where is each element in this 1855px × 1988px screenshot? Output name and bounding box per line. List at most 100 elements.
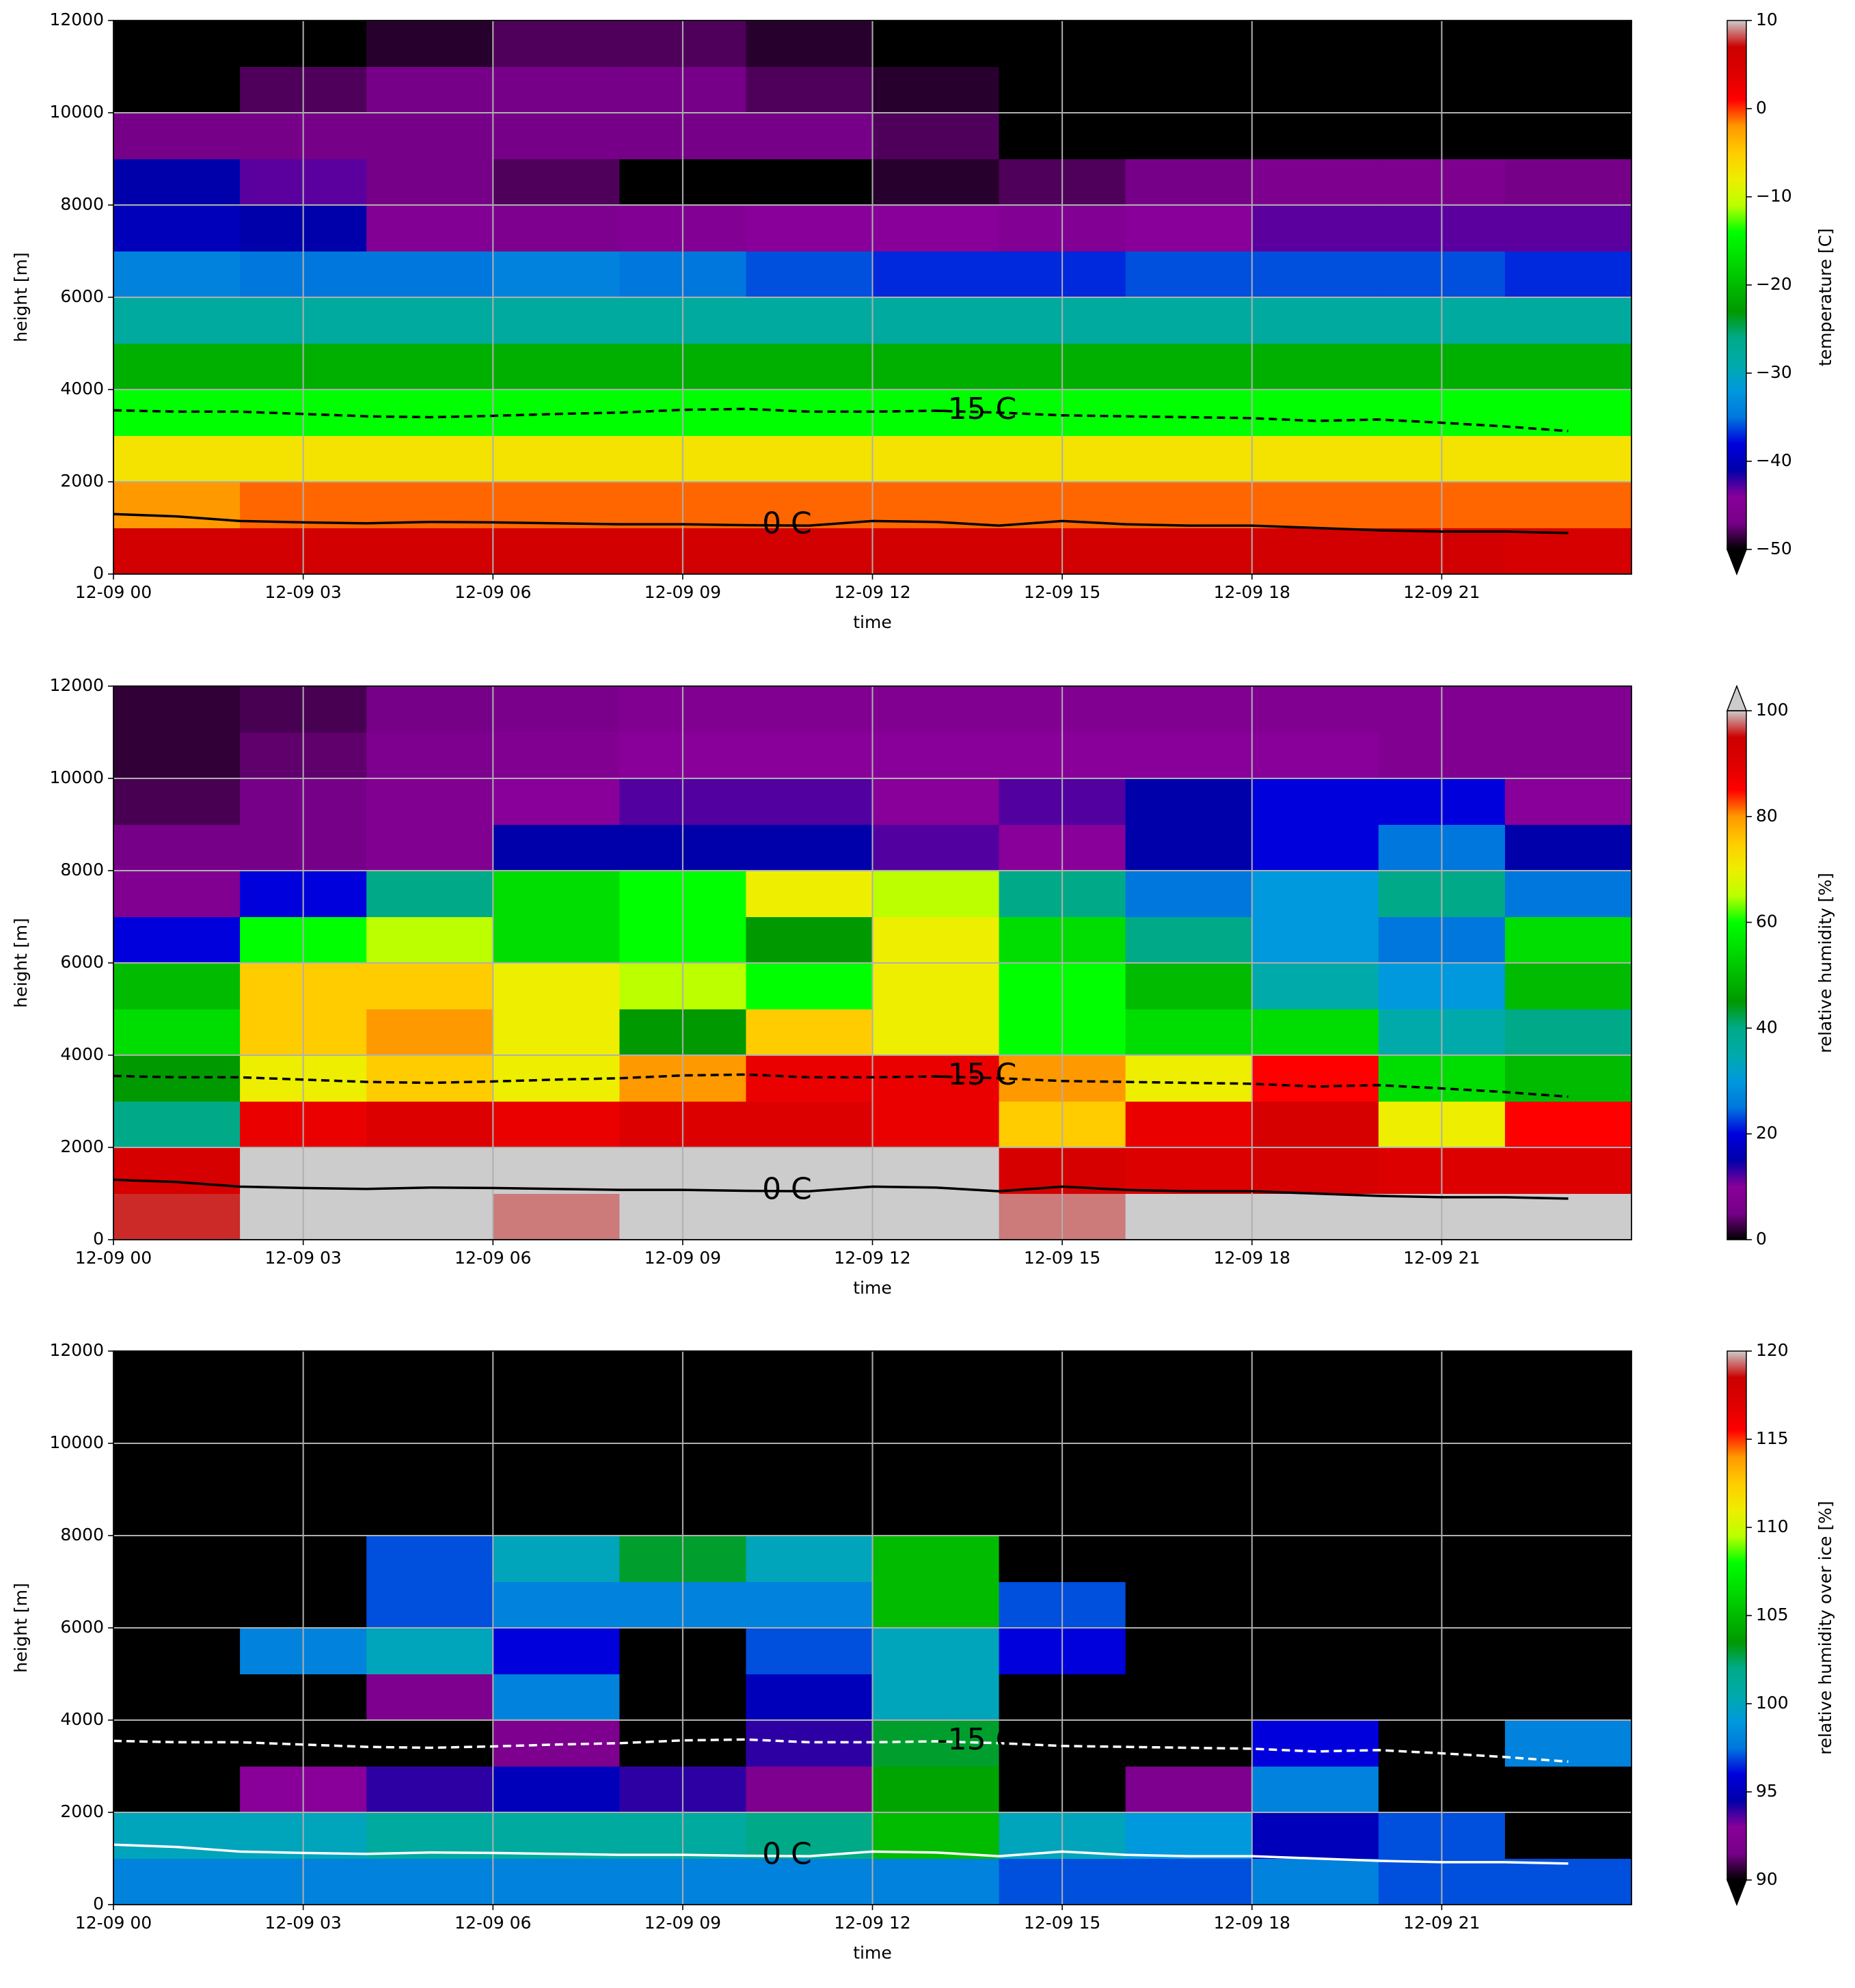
y-tick-label: 0: [93, 1894, 104, 1914]
heatmap-cell: [1251, 963, 1379, 1009]
heatmap-cell: [746, 778, 873, 825]
heatmap-cell: [746, 871, 873, 917]
heatmap-cell: [872, 1674, 1000, 1721]
heatmap-cell: [1504, 1147, 1631, 1194]
heatmap-cell: [113, 1766, 241, 1813]
heatmap-cell: [366, 1443, 493, 1490]
heatmap-cell: [1251, 1351, 1379, 1398]
heatmap-cell: [1504, 205, 1631, 251]
heatmap-cell: [366, 1147, 493, 1194]
heatmap-cell: [872, 1351, 1000, 1398]
colorbar-tick-label: −10: [1756, 186, 1792, 206]
axes-frame: [113, 20, 1632, 575]
heatmap-cell: [113, 916, 241, 964]
colorbar-tick-label: 10: [1756, 10, 1778, 29]
y-tick-label: 10000: [49, 767, 104, 787]
heatmap-cell: [1251, 1443, 1379, 1490]
axes-frame: [113, 685, 1632, 1240]
heatmap-cell: [366, 1674, 493, 1721]
heatmap-cell: [1251, 686, 1379, 733]
y-tick-label: 4000: [60, 379, 104, 398]
heatmap-cell: [493, 1147, 620, 1194]
heatmap-cell: [1251, 435, 1379, 482]
heatmap-cell: [1251, 1766, 1379, 1813]
colorbar-tick-label: −50: [1756, 539, 1792, 558]
heatmap-cell: [366, 1858, 493, 1905]
heatmap-cell: [493, 1628, 620, 1674]
x-tick-label: 12-09 21: [1403, 1248, 1480, 1268]
heatmap-cell: [1504, 1628, 1631, 1674]
heatmap-cell: [366, 1766, 493, 1813]
heatmap-cell: [1504, 528, 1631, 574]
colorbar-extend: [1726, 1879, 1748, 1907]
colorbar-extend: [1726, 549, 1748, 576]
heatmap-cell: [746, 1812, 873, 1859]
heatmap-cell: [493, 1766, 620, 1813]
heatmap-cell: [746, 686, 873, 733]
heatmap-cell: [1504, 435, 1631, 482]
heatmap-cell: [1504, 66, 1631, 113]
x-tick-label: 12-09 06: [455, 1248, 531, 1268]
heatmap-cell: [493, 686, 620, 733]
colorbar: [1727, 711, 1746, 1240]
contour-label: 0 C: [762, 1171, 812, 1206]
heatmap-cell: [366, 1351, 493, 1398]
y-tick-label: 4000: [60, 1709, 104, 1729]
heatmap-cell: [113, 1674, 241, 1721]
heatmap-cell: [872, 1443, 1000, 1490]
contour-line: [113, 407, 1569, 433]
colorbar-tick-label: 120: [1756, 1340, 1789, 1360]
heatmap-cell: [493, 435, 620, 482]
heatmap-cell: [113, 297, 241, 344]
heatmap-cell: [746, 251, 873, 298]
x-tick-label: 12-09 03: [265, 1913, 341, 1933]
y-tick-label: 6000: [60, 286, 104, 306]
x-tick-label: 12-09 00: [75, 582, 152, 602]
heatmap-cell: [1251, 251, 1379, 298]
heatmap-cell: [1125, 1489, 1253, 1536]
heatmap-cell: [746, 1009, 873, 1056]
heatmap-cell: [1251, 159, 1379, 206]
heatmap-cell: [493, 482, 620, 528]
heatmap-cell: [366, 159, 493, 206]
heatmap-cell: [1125, 1581, 1253, 1629]
heatmap-cell: [1251, 1581, 1379, 1629]
heatmap-cell: [1251, 1812, 1379, 1859]
heatmap-cell: [1504, 1812, 1631, 1859]
colorbar-tick-label: −30: [1756, 362, 1792, 382]
contour-line: [113, 1178, 1569, 1200]
heatmap-cell: [1125, 390, 1253, 436]
heatmap-cell: [113, 732, 241, 779]
heatmap-cell: [493, 1858, 620, 1905]
heatmap-cell: [872, 1536, 1000, 1582]
heatmap-cell: [1125, 1055, 1253, 1102]
heatmap-cell: [872, 1101, 1000, 1148]
heatmap-cell: [493, 1489, 620, 1536]
colorbar-tick-label: 0: [1756, 98, 1767, 118]
heatmap-cell: [746, 1581, 873, 1629]
heatmap-cell: [113, 871, 241, 917]
colorbar: [1727, 1351, 1746, 1880]
heatmap-cell: [493, 778, 620, 825]
heatmap-cell: [366, 1489, 493, 1536]
contour-line: [113, 1843, 1569, 1865]
contour-line: [113, 1073, 1569, 1098]
heatmap-cell: [1504, 21, 1631, 67]
colorbar-tick-label: 60: [1756, 912, 1778, 931]
heatmap-cell: [872, 205, 1000, 251]
heatmap-cell: [493, 528, 620, 574]
heatmap-cell: [113, 963, 241, 1009]
heatmap-cell: [493, 871, 620, 917]
heatmap-cell: [113, 1147, 241, 1194]
heatmap-cell: [1125, 916, 1253, 964]
heatmap-cell: [1125, 778, 1253, 825]
y-tick-label: 12000: [49, 1340, 104, 1360]
heatmap-cell: [1504, 390, 1631, 436]
heatmap-cell: [872, 1628, 1000, 1674]
colorbar-tick-label: 110: [1756, 1516, 1789, 1536]
colorbar-label: temperature [C]: [1815, 228, 1835, 366]
heatmap-cell: [493, 1101, 620, 1148]
heatmap-cell: [1125, 297, 1253, 344]
heatmap-cell: [1504, 251, 1631, 298]
heatmap-cell: [493, 251, 620, 298]
